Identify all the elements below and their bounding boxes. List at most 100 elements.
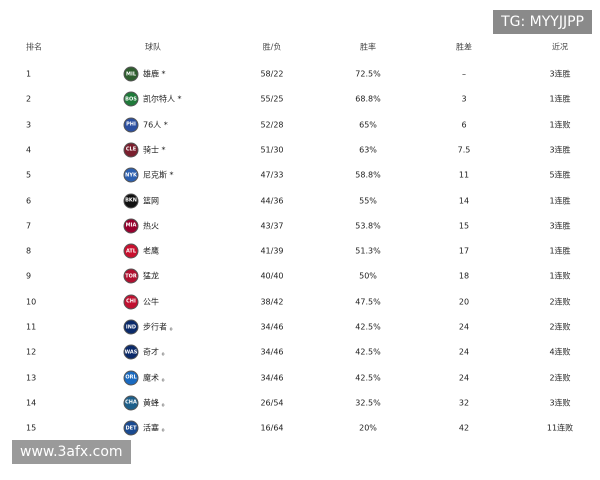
team-name: 活塞 。	[143, 423, 170, 433]
streak: 2连败	[549, 373, 571, 383]
games-behind: 11	[458, 170, 470, 180]
rank: 1	[26, 69, 32, 79]
streak: 1连胜	[549, 246, 571, 256]
games-behind: 42	[458, 423, 470, 433]
team-name: 猛龙	[143, 271, 159, 281]
games-behind: 32	[458, 398, 470, 408]
games-behind: 20	[458, 297, 470, 307]
rank: 14	[26, 398, 37, 408]
streak: 5连胜	[549, 170, 571, 180]
win-loss: 34/46	[260, 347, 284, 357]
win-loss: 43/37	[260, 221, 284, 231]
team-name: 公牛	[143, 297, 159, 307]
team-logo: ORL	[123, 370, 139, 386]
win-loss: 41/39	[260, 246, 284, 256]
win-loss: 34/46	[260, 322, 284, 332]
win-pct: 55%	[359, 196, 377, 205]
team-name: 尼克斯 *	[143, 170, 174, 180]
win-pct: 32.5%	[355, 398, 381, 408]
games-behind: 24	[458, 347, 470, 357]
win-loss: 47/33	[260, 170, 284, 180]
streak: 2连败	[549, 297, 571, 307]
team-logo: WAS	[123, 344, 139, 360]
rank: 4	[26, 145, 32, 155]
games-behind: 15	[458, 221, 470, 231]
column-header: 近况	[552, 42, 568, 52]
team-logo: TOR	[123, 268, 139, 284]
games-behind: 24	[458, 373, 470, 383]
win-loss: 26/54	[260, 398, 284, 408]
team-name: 黄蜂 。	[143, 398, 170, 408]
streak: 2连败	[549, 322, 571, 332]
team-name: 热火	[143, 221, 159, 231]
team-name: 凯尔特人 *	[143, 94, 182, 104]
win-pct: 42.5%	[355, 373, 381, 383]
team-name: 老鹰	[143, 246, 159, 256]
games-behind: 3	[461, 94, 467, 104]
win-pct: 42.5%	[355, 322, 381, 332]
team-logo: CHA	[123, 395, 139, 411]
team-name: 76人 *	[143, 120, 168, 130]
win-pct: 63%	[359, 145, 377, 155]
team-logo: MIA	[123, 218, 139, 234]
watermark: www.3afx.com	[12, 440, 131, 464]
games-behind: –	[462, 69, 466, 79]
win-pct: 58.8%	[355, 170, 381, 180]
games-behind: 17	[458, 246, 470, 256]
team-name: 骑士 *	[143, 145, 166, 155]
games-behind: 18	[458, 271, 470, 281]
rank: 13	[26, 373, 37, 383]
streak: 3连胜	[549, 69, 571, 79]
win-pct: 47.5%	[355, 297, 381, 307]
rank: 11	[26, 322, 37, 332]
watermark: TG: MYYJJPP	[493, 10, 592, 34]
win-loss: 40/40	[260, 271, 284, 281]
column-header: 胜/负	[262, 42, 282, 52]
rank: 3	[26, 120, 32, 130]
win-pct: 65%	[359, 120, 377, 130]
win-pct: 42.5%	[355, 347, 381, 357]
column-header: 球队	[145, 42, 161, 52]
column-header: 胜差	[456, 42, 472, 52]
team-name: 步行者 。	[143, 322, 178, 332]
games-behind: 14	[458, 196, 470, 205]
column-header: 排名	[26, 42, 42, 52]
streak: 3连胜	[549, 221, 571, 231]
streak: 3连胜	[549, 145, 571, 155]
rank: 12	[26, 347, 37, 357]
team-name: 雄鹿 *	[143, 69, 166, 79]
rank: 10	[26, 297, 37, 307]
team-logo: PHI	[123, 117, 139, 133]
win-pct: 51.3%	[355, 246, 381, 256]
rank: 2	[26, 94, 32, 104]
win-loss: 58/22	[260, 69, 284, 79]
streak: 1连胜	[549, 94, 571, 104]
win-loss: 52/28	[260, 120, 284, 130]
team-logo: IND	[123, 319, 139, 335]
rank: 5	[26, 170, 32, 180]
win-loss: 55/25	[260, 94, 284, 104]
win-pct: 53.8%	[355, 221, 381, 231]
rank: 7	[26, 221, 32, 231]
win-loss: 34/46	[260, 373, 284, 383]
rank: 9	[26, 271, 32, 281]
team-name: 魔术 。	[143, 373, 170, 383]
win-pct: 72.5%	[355, 69, 381, 79]
streak: 11连败	[546, 423, 574, 433]
win-loss: 38/42	[260, 297, 284, 307]
team-logo: ATL	[123, 243, 139, 259]
column-header: 胜率	[360, 42, 376, 52]
streak: 3连败	[549, 398, 571, 408]
rank: 15	[26, 423, 37, 433]
streak: 4连败	[549, 347, 571, 357]
win-pct: 68.8%	[355, 94, 381, 104]
team-logo: BKN	[123, 193, 139, 208]
team-name: 奇才 。	[143, 347, 170, 357]
win-loss: 51/30	[260, 145, 284, 155]
team-name: 篮网	[143, 196, 159, 205]
streak: 1连败	[549, 120, 571, 130]
team-logo: MIL	[123, 66, 139, 82]
team-logo: CHI	[123, 294, 139, 310]
win-loss: 16/64	[260, 423, 284, 433]
